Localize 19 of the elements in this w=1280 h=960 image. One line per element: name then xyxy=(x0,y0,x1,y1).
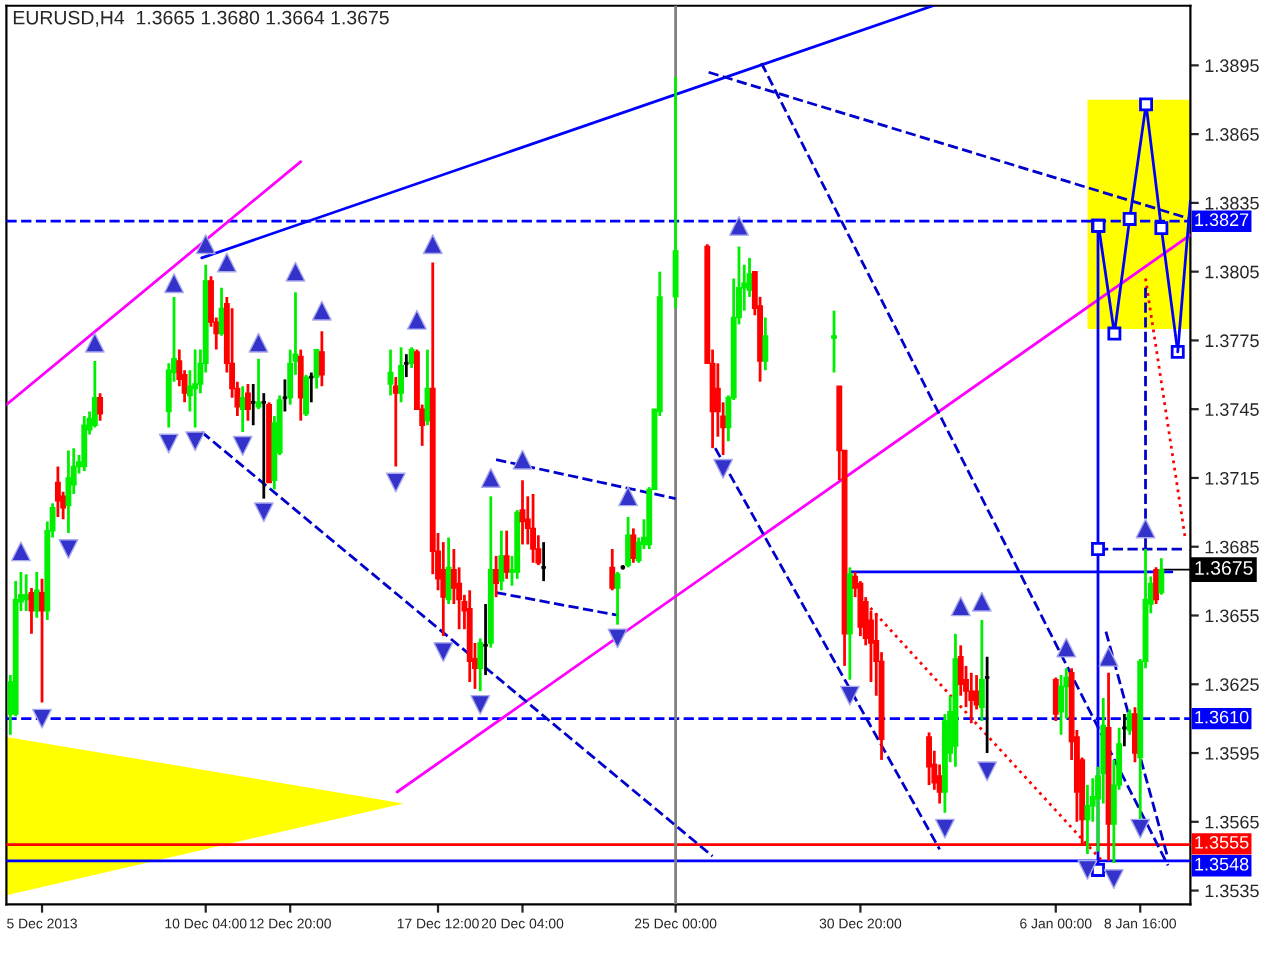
ref-line-label: 1.3827 xyxy=(1195,213,1249,227)
y-tick-label: 1.3565 xyxy=(1205,815,1259,829)
y-tick-label: 1.3775 xyxy=(1205,334,1259,348)
y-tick-label: 1.3805 xyxy=(1205,265,1259,279)
ref-line-label: 1.3610 xyxy=(1195,710,1249,724)
y-tick-label: 1.3745 xyxy=(1205,403,1259,416)
ref-line-label: 1.3548 xyxy=(1195,857,1249,871)
annotation: 1.3675 xyxy=(1195,561,1253,575)
y-tick-label: 1.3685 xyxy=(1205,540,1259,554)
ref-line-label: 1.3555 xyxy=(1195,835,1249,849)
y-tick-label: 1.3865 xyxy=(1205,128,1259,141)
y-tick-label: 1.3625 xyxy=(1205,678,1259,691)
y-tick-label: 1.3715 xyxy=(1205,471,1259,485)
chart-title: EURUSD,H4 1.3665 1.3680 1.3664 1.3675 xyxy=(13,10,389,27)
y-tick-label: 1.3655 xyxy=(1205,609,1259,623)
y-tick-label: 1.3895 xyxy=(1205,59,1259,73)
y-tick-label: 1.3535 xyxy=(1205,884,1259,898)
y-tick-label: 1.3835 xyxy=(1205,196,1259,210)
y-tick-label: 1.3595 xyxy=(1205,746,1259,760)
